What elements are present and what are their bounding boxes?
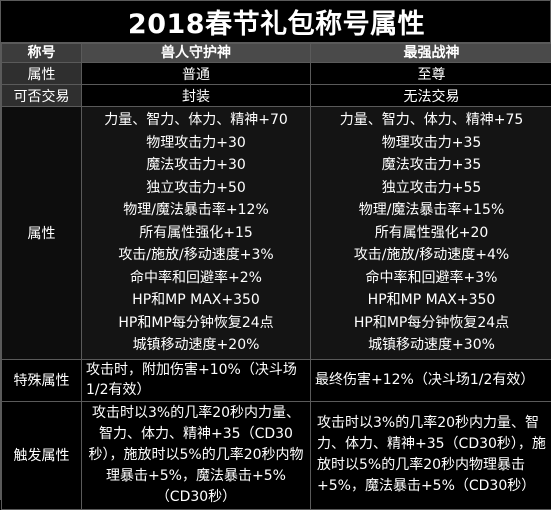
trade-orc-guardian: 封装 <box>82 85 311 107</box>
attribute-line: 独立攻击力+50 <box>82 177 310 200</box>
attribute-line: 命中率和回避率+2% <box>82 267 310 290</box>
special-orc-guardian: 攻击时，附加伤害+10%（决斗场1/2有效） <box>82 359 311 401</box>
attribute-line: HP和MP每分钟恢复24点 <box>311 312 551 335</box>
trigger-row: 触发属性 攻击时以3%的几率20秒内力量、智力、体力、精神+35（CD30秒），… <box>2 401 551 509</box>
attribute-table: 称号 兽人守护神 最强战神 属性 普通 至尊 可否交易 封装 无法交易 属性 力… <box>1 43 551 510</box>
attribute-line: 城镇移动速度+30% <box>311 334 551 357</box>
attribute-line: 物理/魔法暴击率+12% <box>82 199 310 222</box>
attribute-line: 所有属性强化+20 <box>311 222 551 245</box>
attribute-line: 命中率和回避率+3% <box>311 267 551 290</box>
grade-row: 属性 普通 至尊 <box>2 63 551 85</box>
special-war-god: 最终伤害+12%（决斗场1/2有效） <box>311 359 551 401</box>
attribute-line: 物理攻击力+35 <box>311 132 551 155</box>
attribute-line: 物理/魔法暴击率+15% <box>311 199 551 222</box>
special-row: 特殊属性 攻击时，附加伤害+10%（决斗场1/2有效） 最终伤害+12%（决斗场… <box>2 359 551 401</box>
attribute-line: HP和MP每分钟恢复24点 <box>82 312 310 335</box>
page-title: 2018春节礼包称号属性 <box>1 1 551 43</box>
attribute-line: 魔法攻击力+30 <box>82 154 310 177</box>
trade-war-god: 无法交易 <box>311 85 551 107</box>
attribute-line: 所有属性强化+15 <box>82 222 310 245</box>
attribute-line: 力量、智力、体力、精神+70 <box>82 109 310 132</box>
trigger-war-god: 攻击时以3%的几率20秒内力量、智力、体力、精神+35（CD30秒），施放时以5… <box>311 401 551 509</box>
header-orc-guardian: 兽人守护神 <box>82 44 311 63</box>
attribute-line: 物理攻击力+30 <box>82 132 310 155</box>
trade-label: 可否交易 <box>2 85 82 107</box>
attribute-line: 魔法攻击力+35 <box>311 154 551 177</box>
attribute-line: 城镇移动速度+20% <box>82 334 310 357</box>
header-strongest-war-god: 最强战神 <box>311 44 551 63</box>
special-label: 特殊属性 <box>2 359 82 401</box>
trigger-orc-guardian: 攻击时以3%的几率20秒内力量、智力、体力、精神+35（CD30秒），施放时以5… <box>82 401 311 509</box>
trigger-label: 触发属性 <box>2 401 82 509</box>
attribute-line: HP和MP MAX+350 <box>311 289 551 312</box>
attribute-line: 攻击/施放/移动速度+3% <box>82 244 310 267</box>
trade-row: 可否交易 封装 无法交易 <box>2 85 551 107</box>
attribute-line: 攻击/施放/移动速度+4% <box>311 244 551 267</box>
grade-war-god: 至尊 <box>311 63 551 85</box>
attribute-line: 力量、智力、体力、精神+75 <box>311 109 551 132</box>
header-title-label: 称号 <box>2 44 82 63</box>
table-header-row: 称号 兽人守护神 最强战神 <box>2 44 551 63</box>
attributes-label: 属性 <box>2 107 82 360</box>
grade-label: 属性 <box>2 63 82 85</box>
attribute-line: 独立攻击力+55 <box>311 177 551 200</box>
attribute-line: HP和MP MAX+350 <box>82 289 310 312</box>
grade-orc-guardian: 普通 <box>82 63 311 85</box>
